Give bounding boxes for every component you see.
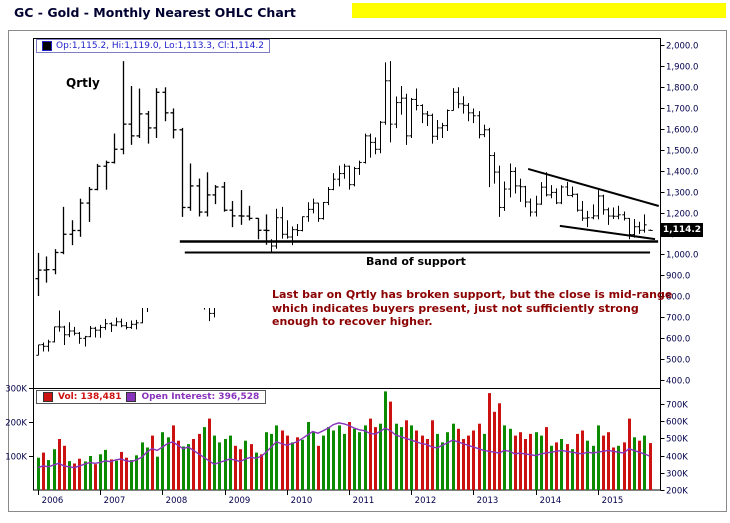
svg-text:900.0: 900.0 [666,272,690,282]
svg-text:500.0: 500.0 [666,356,690,366]
svg-text:200K: 200K [5,419,27,429]
svg-text:600K: 600K [666,418,688,428]
svg-text:700K: 700K [666,401,688,411]
svg-text:1,700.0: 1,700.0 [666,105,698,115]
svg-text:200K: 200K [666,487,688,497]
svg-text:100K: 100K [5,453,27,463]
series-marker-icon [42,41,52,51]
svg-text:1,800.0: 1,800.0 [666,84,698,94]
annotation-line: enough to recover higher. [272,315,433,328]
svg-text:800.0: 800.0 [666,293,690,303]
page-title: GC - Gold - Monthly Nearest OHLC Chart [14,5,296,20]
svg-text:2007: 2007 [104,496,126,506]
svg-text:400.0: 400.0 [666,377,690,387]
axes: 2,000.0 1,900.0 1,800.0 1,700.0 1,600.0 1,500… [5,42,698,507]
svg-text:1,500.0: 1,500.0 [666,147,698,157]
svg-text:1,300.0: 1,300.0 [666,189,698,199]
svg-text:1,400.0: 1,400.0 [666,168,698,178]
quote-text: Op:1,115.2, Hi:1,119.0, Lo:1,113.3, Cl:1… [56,41,264,51]
quarterly-ohlc-bars [35,61,270,297]
svg-text:1,000.0: 1,000.0 [666,251,698,261]
volume-bars [37,391,652,490]
support-band-lines [179,240,659,254]
svg-text:300K: 300K [5,385,27,395]
svg-text:2008: 2008 [166,496,188,506]
svg-text:1,600.0: 1,600.0 [666,126,698,136]
quote-box: Op:1,115.2, Hi:1,119.0, Lo:1,113.3, Cl:1… [36,39,270,53]
svg-text:600.0: 600.0 [666,335,690,345]
svg-text:500K: 500K [666,435,688,445]
svg-text:2014: 2014 [540,496,562,506]
open-interest-legend-label: Open Interest: 396,528 [141,392,260,402]
svg-text:700.0: 700.0 [666,314,690,324]
yellow-highlight-marker [352,3,726,18]
svg-text:2012: 2012 [415,496,437,506]
svg-text:300K: 300K [666,470,688,480]
last-price-tag: 1,114.2 [661,223,703,237]
open-interest-line [37,422,650,469]
volume-legend: Vol: 138,481 Open Interest: 396,528 [36,390,267,404]
chart-outer-frame [8,30,727,512]
svg-text:2015: 2015 [602,496,624,506]
svg-text:1,900.0: 1,900.0 [666,63,698,73]
svg-text:2013: 2013 [477,496,499,506]
svg-text:2006: 2006 [42,496,64,506]
volume-legend-label: Vol: 138,481 [58,392,122,402]
trendlines [527,167,660,241]
open-interest-swatch-icon [126,392,137,402]
svg-text:400K: 400K [666,453,688,463]
annotation-line: which indicates buyers present, just not… [272,301,639,315]
quarterly-overlay-label: Qrtly [66,76,100,90]
svg-text:2011: 2011 [353,496,375,506]
svg-text:1,200.0: 1,200.0 [666,210,698,220]
band-of-support-label: Band of support [366,255,466,268]
plot-frame [33,38,661,491]
annotation-note: Last bar on Qrtly has broken support, bu… [272,288,672,329]
svg-text:2,000.0: 2,000.0 [666,42,698,52]
annotation-line: Last bar on Qrtly has broken support, bu… [272,288,673,301]
quarterly-overlay-backdrop [36,42,270,308]
volume-swatch-icon [43,392,53,402]
svg-text:2010: 2010 [291,496,313,506]
svg-text:2009: 2009 [229,496,251,506]
